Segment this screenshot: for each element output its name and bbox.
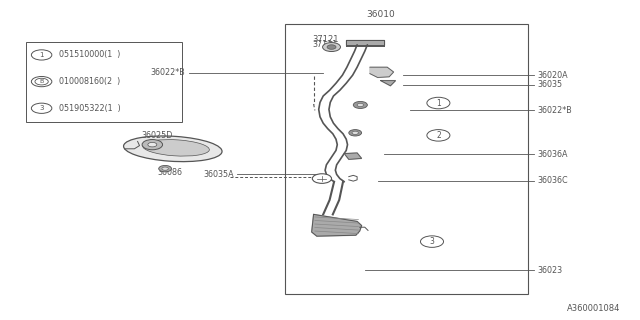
Circle shape — [162, 167, 168, 170]
Circle shape — [142, 140, 163, 150]
Text: 36086: 36086 — [157, 168, 182, 177]
Circle shape — [357, 103, 364, 107]
Text: 36022*B: 36022*B — [538, 106, 572, 115]
Text: A360001084: A360001084 — [568, 304, 621, 313]
Text: 36036C: 36036C — [538, 176, 568, 185]
Circle shape — [323, 43, 340, 52]
Text: 36022*B: 36022*B — [151, 68, 186, 77]
Text: 37121: 37121 — [312, 35, 339, 44]
Text: 2: 2 — [436, 131, 441, 140]
Circle shape — [327, 45, 336, 49]
Circle shape — [353, 101, 367, 108]
Polygon shape — [381, 81, 396, 86]
Bar — [26, 42, 182, 122]
Circle shape — [349, 130, 362, 136]
Polygon shape — [312, 214, 362, 236]
Ellipse shape — [143, 140, 209, 156]
Polygon shape — [346, 40, 384, 45]
Text: 36023: 36023 — [538, 266, 563, 275]
Circle shape — [148, 142, 157, 147]
Circle shape — [352, 131, 358, 134]
Text: 36035: 36035 — [538, 80, 563, 89]
Polygon shape — [344, 153, 362, 159]
Text: 051510000(1  ): 051510000(1 ) — [59, 51, 120, 60]
Text: B: B — [40, 79, 44, 84]
Circle shape — [159, 165, 172, 172]
Circle shape — [427, 130, 450, 141]
Text: 36036A: 36036A — [538, 150, 568, 159]
Ellipse shape — [124, 136, 222, 162]
Text: 3: 3 — [39, 105, 44, 111]
Text: 051905322(1  ): 051905322(1 ) — [59, 104, 120, 113]
Circle shape — [312, 174, 332, 183]
Text: 36025D: 36025D — [141, 132, 173, 140]
Circle shape — [427, 97, 450, 109]
Text: 1: 1 — [39, 52, 44, 58]
Circle shape — [420, 236, 444, 247]
Text: 3: 3 — [429, 237, 435, 246]
Polygon shape — [370, 67, 394, 77]
Text: 36020A: 36020A — [538, 71, 568, 80]
Text: 1: 1 — [436, 99, 441, 108]
Text: 36010: 36010 — [367, 10, 395, 19]
Bar — [285, 24, 528, 294]
Text: 010008160(2  ): 010008160(2 ) — [59, 77, 120, 86]
Text: 36035A: 36035A — [203, 170, 234, 179]
Text: 37121: 37121 — [312, 40, 337, 49]
